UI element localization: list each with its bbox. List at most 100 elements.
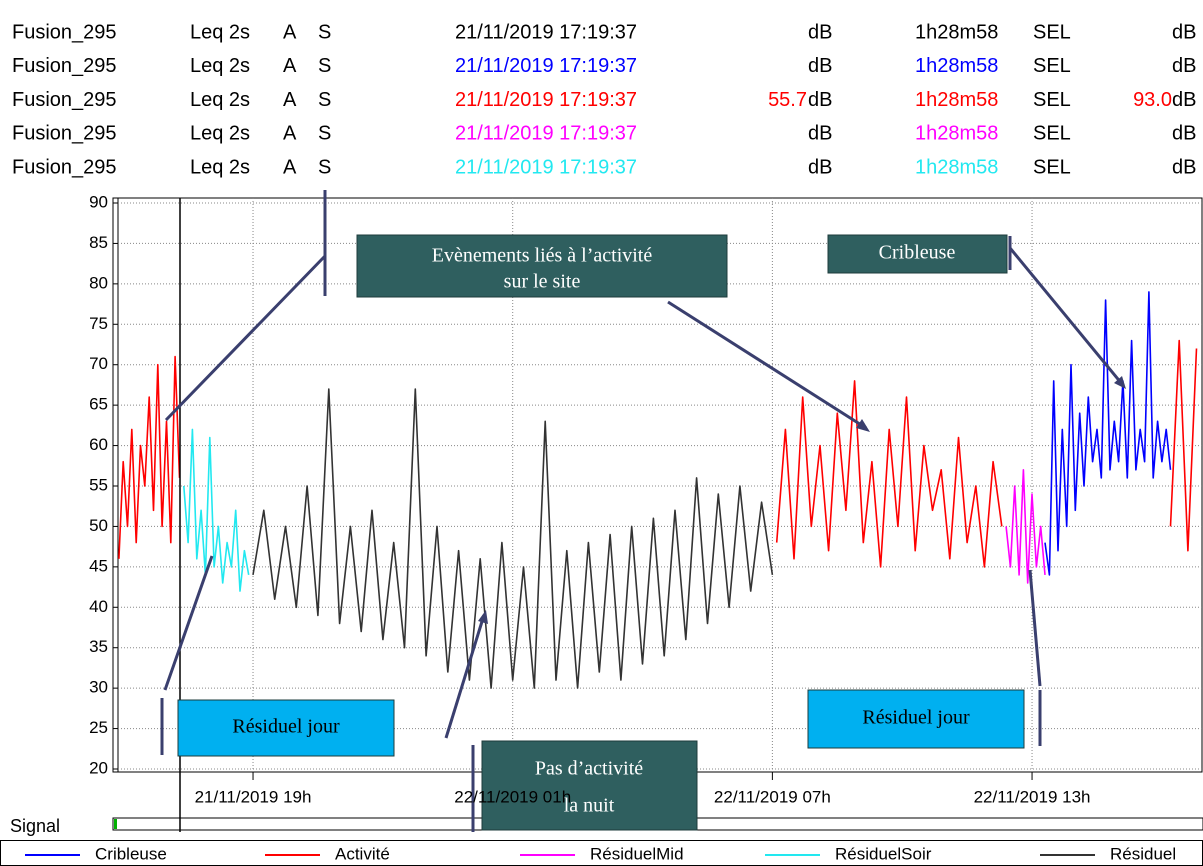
y-tick-label: 20 (89, 758, 108, 777)
header-speed: S (318, 55, 331, 77)
header-weighting: A (283, 21, 297, 43)
annotation-box (827, 234, 1008, 274)
annotation-text: Résiduel jour (232, 716, 340, 738)
header-date: 21/11/2019 17:19:37 (455, 21, 637, 43)
header-source: Fusion_295 (12, 156, 117, 178)
series-line (183, 428, 250, 592)
header: Fusion_295 Leq 2s A S 21/11/2019 17:19:37 dB 1… (12, 21, 1196, 178)
header-index: Leq 2s (190, 21, 250, 43)
header-speed: S (318, 156, 331, 178)
header-date: 21/11/2019 17:19:37 (455, 55, 637, 77)
header-weighting: A (283, 89, 297, 111)
header-sel: SEL (1033, 21, 1071, 43)
legend-label: RésiduelSoir (835, 844, 932, 863)
legend-label: RésiduelMid (590, 844, 684, 863)
header-weighting: A (283, 55, 297, 77)
header-speed: S (318, 21, 331, 43)
arrow-head (478, 610, 488, 624)
legend-label: Activité (335, 844, 390, 863)
y-tick-label: 80 (89, 273, 108, 292)
annotation-box (177, 699, 395, 757)
legend-label: Cribleuse (95, 844, 167, 863)
y-tick-label: 65 (89, 395, 108, 414)
legend: Cribleuse Activité RésiduelMid RésiduelSoir… (25, 844, 1176, 863)
header-value: 55.7 (768, 89, 807, 111)
header-index: Leq 2s (190, 89, 250, 111)
header-sel_unit: dB (1172, 123, 1196, 145)
annotation-arrow (444, 614, 486, 739)
header-sel_unit: dB (1172, 21, 1196, 43)
signal-level (114, 819, 117, 829)
y-tick-label: 90 (89, 192, 108, 211)
header-duration: 1h28m58 (915, 156, 998, 178)
y-tick-label: 85 (89, 233, 108, 252)
x-tick-label: 22/11/2019 07h (714, 787, 831, 806)
header-unit: dB (808, 55, 832, 77)
header-source: Fusion_295 (12, 89, 117, 111)
series-line (1005, 469, 1046, 584)
y-tick-label: 30 (89, 678, 108, 697)
header-sel_unit: dB (1172, 89, 1196, 111)
annotation-line (1028, 569, 1042, 687)
header-index: Leq 2s (190, 156, 250, 178)
annotation-line (163, 555, 214, 691)
header-sel: SEL (1033, 89, 1071, 111)
annotation-text: Evènements liés à l’activité (432, 245, 653, 267)
arrow-head (856, 419, 870, 432)
header-source: Fusion_295 (12, 123, 117, 145)
annotation-arrow (667, 300, 867, 430)
y-tick-label: 50 (89, 516, 108, 535)
y-tick-label: 75 (89, 314, 108, 333)
signal-label: Signal (10, 816, 60, 836)
annotation-box (356, 234, 728, 298)
header-duration: 1h28m58 (915, 123, 998, 145)
header-date: 21/11/2019 17:19:37 (455, 156, 637, 178)
annotation-box (807, 689, 1025, 749)
header-sel_unit: dB (1172, 156, 1196, 178)
header-duration: 1h28m58 (915, 89, 998, 111)
arrow-head (1114, 376, 1126, 389)
header-unit: dB (808, 21, 832, 43)
annotation-box (481, 740, 698, 831)
header-source: Fusion_295 (12, 55, 117, 77)
series-line (118, 339, 1198, 568)
annotation-text: sur le site (504, 271, 581, 293)
y-tick-label: 55 (89, 475, 108, 494)
header-unit: dB (808, 156, 832, 178)
annotation-arrow (1008, 247, 1124, 385)
header-sel_unit: dB (1172, 55, 1196, 77)
y-tick-label: 70 (89, 354, 108, 373)
series-line (1044, 291, 1172, 576)
annotation-text: Cribleuse (879, 242, 956, 264)
header-sel: SEL (1033, 55, 1071, 77)
header-sel: SEL (1033, 123, 1071, 145)
header-date: 21/11/2019 17:19:37 (455, 89, 637, 111)
header-speed: S (318, 89, 331, 111)
y-tick-label: 35 (89, 637, 108, 656)
annotation-text: Pas d’activité (535, 758, 643, 780)
series-line (252, 388, 774, 689)
x-tick-label: 22/11/2019 01h (454, 787, 571, 806)
header-sel: SEL (1033, 156, 1071, 178)
header-unit: dB (808, 89, 832, 111)
x-tick-label: 21/11/2019 19h (195, 787, 312, 806)
header-duration: 1h28m58 (915, 55, 998, 77)
y-tick-label: 45 (89, 556, 108, 575)
header-date: 21/11/2019 17:19:37 (455, 123, 637, 145)
header-index: Leq 2s (190, 55, 250, 77)
header-duration: 1h28m58 (915, 21, 998, 43)
header-weighting: A (283, 156, 297, 178)
header-source: Fusion_295 (12, 21, 117, 43)
header-unit: dB (808, 123, 832, 145)
legend-label: Résiduel (1110, 844, 1176, 863)
annotation-text: la nuit (564, 795, 615, 817)
header-weighting: A (283, 123, 297, 145)
annotation-line (164, 254, 327, 422)
x-tick-label: 22/11/2019 13h (974, 787, 1091, 806)
annotation-text: Résiduel jour (862, 707, 970, 729)
header-index: Leq 2s (190, 123, 250, 145)
y-tick-label: 40 (89, 597, 108, 616)
annotations: Evènements liés à l’activité sur le site C… (160, 190, 1126, 832)
header-sel_value: 93.0 (1133, 89, 1172, 111)
